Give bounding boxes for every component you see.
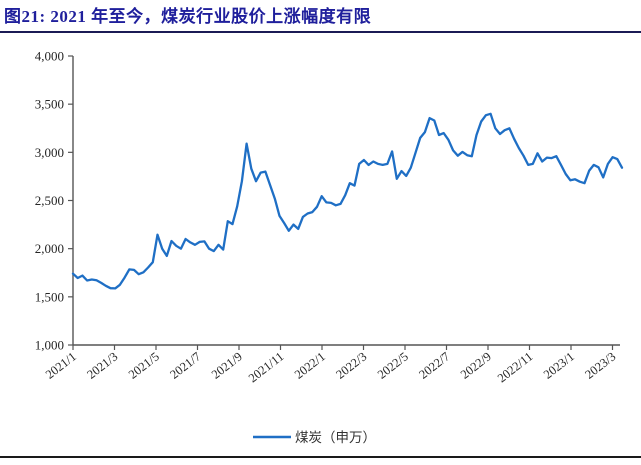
price-line (71, 112, 624, 290)
title-divider-line (0, 31, 641, 33)
figure-bottom-border (0, 456, 641, 458)
x-tick-label: 2021/9 (209, 349, 245, 381)
x-tick-label: 2022/5 (375, 349, 411, 381)
x-tick-label: 2023/1 (541, 349, 577, 381)
y-tick-label: 2,500 (35, 193, 64, 208)
x-tick-label: 2023/3 (582, 349, 618, 381)
y-tick-label: 4,000 (35, 49, 64, 64)
figure-title: 图21: 2021 年至今，煤炭行业股价上涨幅度有限 (4, 7, 372, 26)
y-tick-label: 2,000 (35, 241, 64, 256)
x-tick-label: 2022/11 (495, 349, 536, 385)
x-tick-label: 2022/3 (333, 349, 369, 381)
line-chart: 4,000 3,500 3,000 2,500 2,000 1,500 1,000 2021/… (0, 34, 641, 454)
y-tick-label: 1,000 (35, 338, 64, 353)
y-tick-label: 1,500 (35, 289, 64, 304)
x-tick-label: 2021/7 (167, 349, 203, 381)
legend-label: 煤炭（申万） (295, 430, 376, 445)
x-tick-label: 2022/7 (416, 349, 452, 381)
x-tick-label: 2021/1 (43, 349, 79, 381)
x-tick-label: 2021/5 (126, 349, 162, 381)
x-tick-label: 2022/1 (292, 349, 328, 381)
y-tick-label: 3,000 (35, 145, 64, 160)
chart-canvas: 4,0003,5003,0002,5002,0001,5001,0002021/… (35, 49, 624, 445)
x-tick-label: 2022/9 (458, 349, 494, 381)
x-tick-label: 2021/11 (246, 349, 287, 385)
y-tick-label: 3,500 (35, 97, 64, 112)
x-tick-label: 2021/3 (84, 349, 120, 381)
